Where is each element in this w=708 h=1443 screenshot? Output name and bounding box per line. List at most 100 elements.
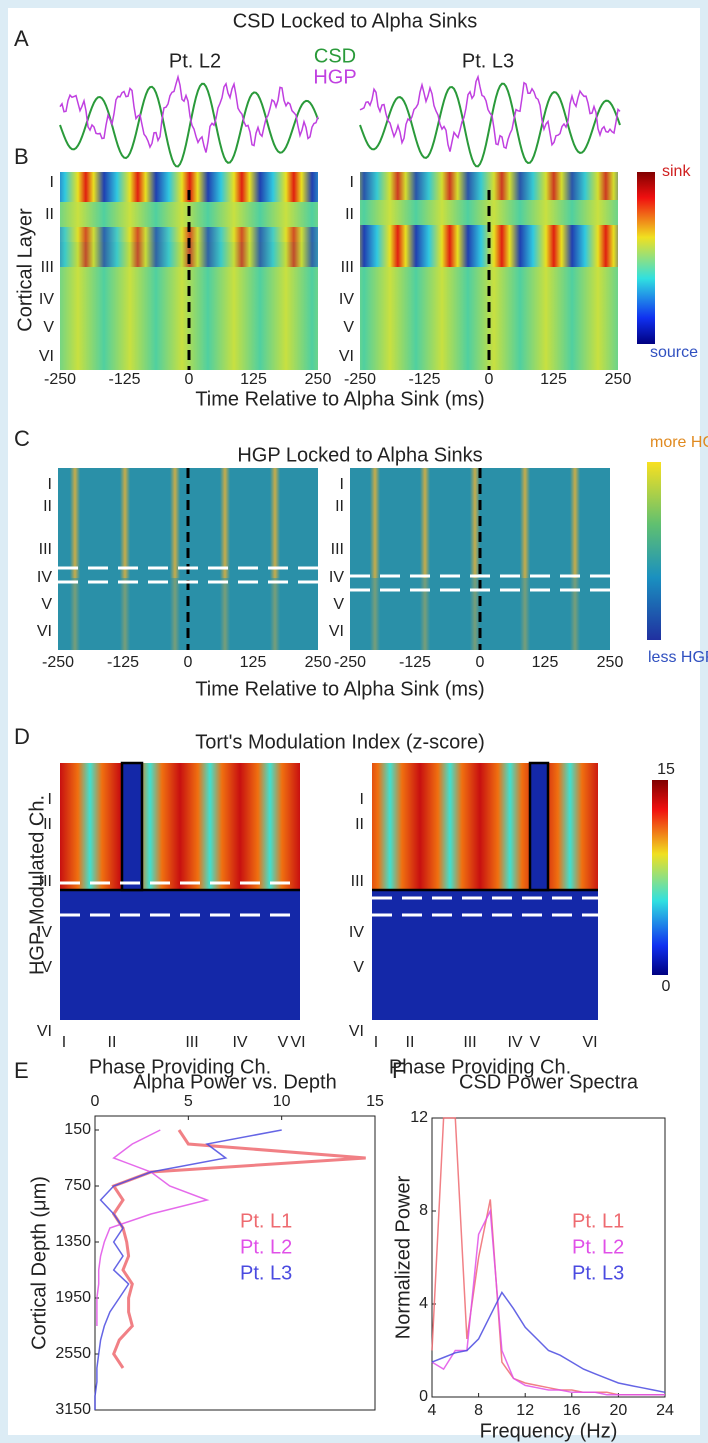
- x-tick-label: 8: [474, 1402, 483, 1419]
- x-tick-label: 0: [185, 371, 194, 388]
- colorbar-tick: 15: [657, 761, 675, 778]
- layer-label: VI: [329, 623, 344, 640]
- layer-label: V: [343, 319, 354, 336]
- layer-label: III: [331, 541, 344, 558]
- x-label: Phase Providing Ch.: [389, 1056, 571, 1078]
- layer-label: I: [340, 476, 344, 493]
- layer-x-label: I: [62, 1034, 66, 1051]
- layer-label: II: [43, 498, 52, 515]
- y-tick-label: 1350: [55, 1233, 91, 1250]
- layer-label: IV: [37, 569, 52, 586]
- x-tick-label: 250: [305, 654, 332, 671]
- x-tick-label: -125: [408, 371, 440, 388]
- layer-label: III: [351, 873, 364, 890]
- layer-label: VI: [37, 1023, 52, 1040]
- legend-entry: Pt. L2: [240, 1236, 292, 1258]
- layer-label: I: [48, 476, 52, 493]
- legend-csd: CSD: [314, 45, 356, 67]
- panel-label: B: [14, 144, 29, 169]
- x-tick-label: -250: [344, 371, 376, 388]
- csd-trace: [59, 82, 319, 168]
- csd-trace: [359, 82, 621, 168]
- layer-label: III: [41, 259, 54, 276]
- x-tick-label: 250: [597, 654, 624, 671]
- colorbar: [647, 462, 661, 640]
- colorbar-label: less HGP: [648, 649, 708, 666]
- x-tick-label: 250: [605, 371, 632, 388]
- series-line: [431, 1290, 666, 1394]
- series-line: [94, 1129, 282, 1410]
- heatmap-high: [60, 763, 300, 890]
- x-tick-label: -250: [42, 654, 74, 671]
- title: Tort's Modulation Index (z-score): [195, 731, 484, 753]
- layer-label: V: [41, 596, 52, 613]
- x-label: Time Relative to Alpha Sink (ms): [195, 388, 484, 410]
- x-label: Time Relative to Alpha Sink (ms): [195, 678, 484, 700]
- panel-label: E: [14, 1058, 29, 1083]
- series-line: [96, 1129, 210, 1326]
- patient: Pt. L2: [169, 50, 221, 72]
- legend-entry: Pt. L2: [572, 1236, 624, 1258]
- plot-frame: [431, 1117, 666, 1398]
- layer-x-label: V: [278, 1034, 289, 1051]
- y-tick-label: 12: [410, 1109, 428, 1126]
- x-tick-label: 250: [305, 371, 332, 388]
- x-label: Frequency (Hz): [480, 1420, 618, 1442]
- layer-label: V: [333, 596, 344, 613]
- chart-title: CSD Power Spectra: [459, 1071, 639, 1093]
- x-tick-label: 12: [516, 1402, 534, 1419]
- layer-x-label: V: [530, 1034, 541, 1051]
- title: HGP Locked to Alpha Sinks: [237, 444, 482, 466]
- layer-label: II: [345, 206, 354, 223]
- x-tick-label: 0: [476, 654, 485, 671]
- layer-x-label: VI: [582, 1034, 597, 1051]
- layer-label: VI: [349, 1023, 364, 1040]
- layer-label: IV: [37, 924, 52, 941]
- layer-label: VI: [39, 348, 54, 365]
- contour-region: [120, 761, 144, 892]
- x-label: Phase Providing Ch.: [89, 1056, 271, 1078]
- layer-label: II: [335, 498, 344, 515]
- y-tick-label: 750: [64, 1177, 91, 1194]
- layer-label: I: [48, 791, 52, 808]
- legend-entry: Pt. L3: [572, 1262, 624, 1284]
- colorbar-label: more HGP: [650, 434, 708, 451]
- y-label: Cortical Depth (μm): [28, 1176, 50, 1350]
- y-tick-label: 4: [419, 1295, 428, 1312]
- layer-label: IV: [39, 291, 54, 308]
- x-tick-label: 24: [656, 1402, 674, 1419]
- x-tick-label: -250: [44, 371, 76, 388]
- layer-label: II: [355, 816, 364, 833]
- layer-label: II: [45, 206, 54, 223]
- layer-x-label: III: [185, 1034, 198, 1051]
- layer-label: I: [350, 174, 354, 191]
- layer-label: IV: [339, 291, 354, 308]
- layer-x-label: II: [406, 1034, 415, 1051]
- layer-x-label: VI: [290, 1034, 305, 1051]
- x-tick-label: 5: [184, 1093, 193, 1110]
- layer-x-label: II: [108, 1034, 117, 1051]
- layer-label: I: [360, 791, 364, 808]
- hgp-trace: [359, 74, 621, 152]
- x-tick-label: -125: [399, 654, 431, 671]
- layer-x-label: IV: [507, 1034, 522, 1051]
- x-tick-label: 0: [485, 371, 494, 388]
- legend-entry: Pt. L3: [240, 1262, 292, 1284]
- x-tick-label: 15: [366, 1093, 384, 1110]
- layer-label: IV: [349, 924, 364, 941]
- heatmap-high: [372, 763, 598, 890]
- layer-x-label: I: [374, 1034, 378, 1051]
- x-tick-label: 16: [563, 1402, 581, 1419]
- layer-label: II: [43, 816, 52, 833]
- x-tick-label: -250: [334, 654, 366, 671]
- panel-label: A: [14, 26, 29, 51]
- x-tick-label: -125: [108, 371, 140, 388]
- hgp-trace: [59, 74, 319, 153]
- colorbar: [637, 172, 655, 344]
- x-tick-label: 20: [610, 1402, 628, 1419]
- colorbar: [652, 780, 668, 975]
- layer-label: V: [43, 319, 54, 336]
- y-tick-label: 150: [64, 1121, 91, 1138]
- layer-label: V: [41, 959, 52, 976]
- title: CSD Locked to Alpha Sinks: [233, 10, 478, 32]
